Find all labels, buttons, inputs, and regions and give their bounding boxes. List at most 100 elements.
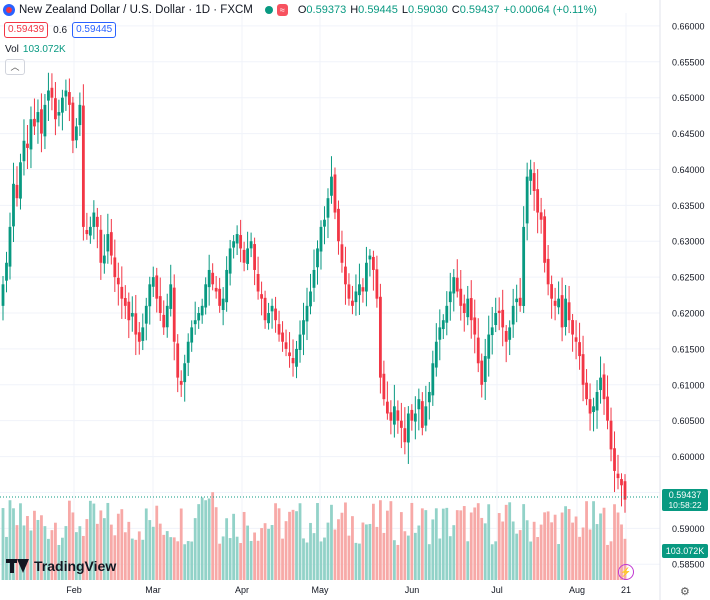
candle-body — [263, 297, 267, 321]
candle-body — [256, 274, 260, 292]
volume-bar — [564, 506, 567, 580]
candle-body — [148, 284, 152, 307]
volume-bar — [354, 542, 358, 580]
volume-bar — [417, 525, 421, 580]
volume-bar — [43, 526, 47, 580]
candle-body — [333, 174, 337, 213]
volume-bar — [127, 521, 131, 580]
volume-bar — [85, 519, 89, 580]
volume-bar — [330, 504, 333, 580]
volume-bar — [186, 541, 190, 580]
volume-bar — [375, 526, 379, 580]
candle-body — [567, 302, 571, 321]
chevron-up-icon[interactable]: ︿ — [5, 59, 25, 75]
volume-bar — [47, 538, 50, 580]
candle-body — [151, 277, 155, 287]
volume-bar — [448, 536, 452, 580]
volume-bar — [522, 504, 526, 580]
candle-body — [144, 305, 148, 324]
candle-body — [595, 391, 599, 411]
time-tick-label: Mar — [145, 585, 161, 595]
open-label: O — [297, 4, 307, 16]
volume-bar — [595, 524, 599, 580]
candle-body — [190, 327, 194, 343]
candle-body — [270, 305, 274, 312]
volume-bar — [385, 510, 389, 580]
volume-bar — [40, 515, 43, 580]
buy-button[interactable]: 0.59445 — [72, 22, 117, 38]
candle-body — [406, 413, 410, 443]
volume-bar — [200, 497, 204, 580]
candle-body — [385, 401, 389, 414]
volume-bar — [413, 532, 417, 580]
candle-body — [378, 296, 382, 378]
candle-body — [375, 269, 379, 299]
volume-bar — [88, 500, 92, 580]
volume-bar — [295, 511, 298, 580]
volume-bar — [123, 532, 127, 580]
candle-body — [487, 334, 491, 359]
volume-bar — [571, 522, 574, 580]
candle-body — [441, 320, 445, 330]
candle-body — [137, 332, 141, 342]
candle-body — [431, 363, 435, 396]
volume-tag-label: 103.072K — [666, 546, 705, 556]
volume-bar — [560, 512, 564, 580]
volume-bar — [274, 503, 277, 580]
volume-bar — [218, 543, 222, 580]
candle-body — [1, 284, 5, 306]
candle-body — [295, 348, 298, 367]
volume-bar — [406, 535, 410, 580]
candle-body — [193, 320, 197, 325]
volume-bar — [162, 534, 166, 580]
candle-body — [389, 412, 393, 421]
volume-bar — [221, 536, 225, 580]
candle-body — [47, 90, 50, 101]
volume-bar — [36, 519, 40, 580]
candle-body — [116, 277, 120, 285]
candle-body — [581, 354, 585, 385]
candle-body — [452, 277, 456, 294]
volume-bar — [214, 507, 218, 580]
volume-bar — [620, 524, 623, 580]
candle-body — [81, 105, 85, 227]
candle-body — [291, 358, 295, 364]
volume-bar — [420, 508, 424, 580]
candle-body — [585, 382, 588, 400]
volume-bar — [232, 513, 236, 580]
time-tick-label: Aug — [569, 585, 585, 595]
volume-bar — [235, 536, 239, 580]
settings-icon[interactable]: ⚙ — [680, 586, 690, 598]
candle-body — [197, 313, 201, 321]
price-tick-label: 0.61500 — [672, 344, 705, 354]
candle-body — [515, 298, 519, 303]
candle-body — [427, 391, 431, 403]
candle-body — [365, 262, 368, 292]
candle-body — [277, 324, 281, 335]
volume-bar — [333, 529, 337, 580]
candle-body — [186, 341, 190, 363]
candle-body — [33, 118, 36, 127]
volume-bar — [518, 530, 522, 580]
volume-bar — [441, 508, 445, 580]
candle-body — [172, 287, 176, 342]
time-tick-label: May — [311, 585, 329, 595]
volume-bar — [92, 503, 96, 580]
candle-body — [40, 109, 43, 134]
volume-bar — [26, 516, 29, 580]
candle-body — [165, 305, 169, 328]
volume-bar — [602, 507, 606, 580]
candle-body — [546, 258, 550, 285]
sell-button[interactable]: 0.59439 — [4, 22, 49, 38]
tradingview-logo[interactable]: TradingView — [6, 558, 116, 574]
candle-body — [497, 310, 501, 314]
price-tick-label: 0.58500 — [672, 560, 705, 570]
volume-bar — [344, 502, 347, 580]
lightning-icon[interactable]: ⚡ — [618, 564, 634, 580]
candle-body — [476, 337, 480, 364]
symbol-title[interactable]: New Zealand Dollar / U.S. Dollar · 1D · … — [19, 4, 253, 16]
open-value: 0.59373 — [306, 4, 347, 16]
volume-bar — [392, 540, 396, 580]
candle-body — [480, 360, 484, 385]
